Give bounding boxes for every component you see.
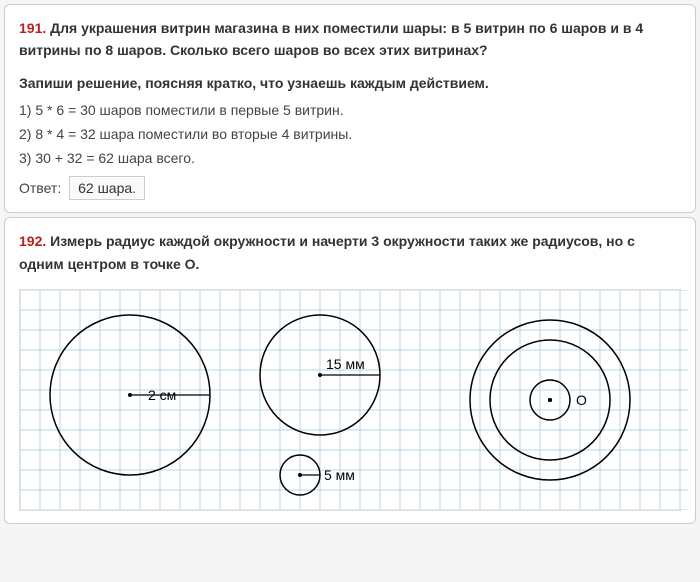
answer-value: 62 шара. — [69, 176, 145, 200]
problem-192-card: 192. Измерь радиус каждой окружности и н… — [4, 217, 696, 524]
solution-step: 1) 5 * 6 = 30 шаров поместили в первые 5… — [19, 102, 681, 118]
solution-step: 3) 30 + 32 = 62 шара всего. — [19, 150, 681, 166]
circles-diagram: 2 см 15 мм 5 мм О — [19, 289, 681, 511]
answer-label: Ответ: — [19, 180, 61, 196]
svg-text:15 мм: 15 мм — [326, 356, 365, 372]
answer-row: Ответ: 62 шара. — [19, 176, 681, 200]
problem-191-statement: 191. Для украшения витрин магазина в них… — [19, 17, 681, 62]
problem-192-number: 192. — [19, 233, 46, 249]
problem-191-card: 191. Для украшения витрин магазина в них… — [4, 4, 696, 213]
svg-text:2 см: 2 см — [148, 387, 176, 403]
svg-text:5 мм: 5 мм — [324, 467, 355, 483]
diagram-svg: 2 см 15 мм 5 мм О — [20, 290, 688, 510]
solution-step: 2) 8 * 4 = 32 шара поместили во вторые 4… — [19, 126, 681, 142]
problem-191-number: 191. — [19, 20, 46, 36]
problem-191-instruction: Запиши решение, поясняя кратко, что узна… — [19, 72, 681, 94]
problem-191-text: Для украшения витрин магазина в них поме… — [19, 20, 643, 58]
svg-text:О: О — [576, 392, 587, 408]
problem-192-text: Измерь радиус каждой окружности и начерт… — [19, 233, 635, 271]
problem-192-statement: 192. Измерь радиус каждой окружности и н… — [19, 230, 681, 275]
